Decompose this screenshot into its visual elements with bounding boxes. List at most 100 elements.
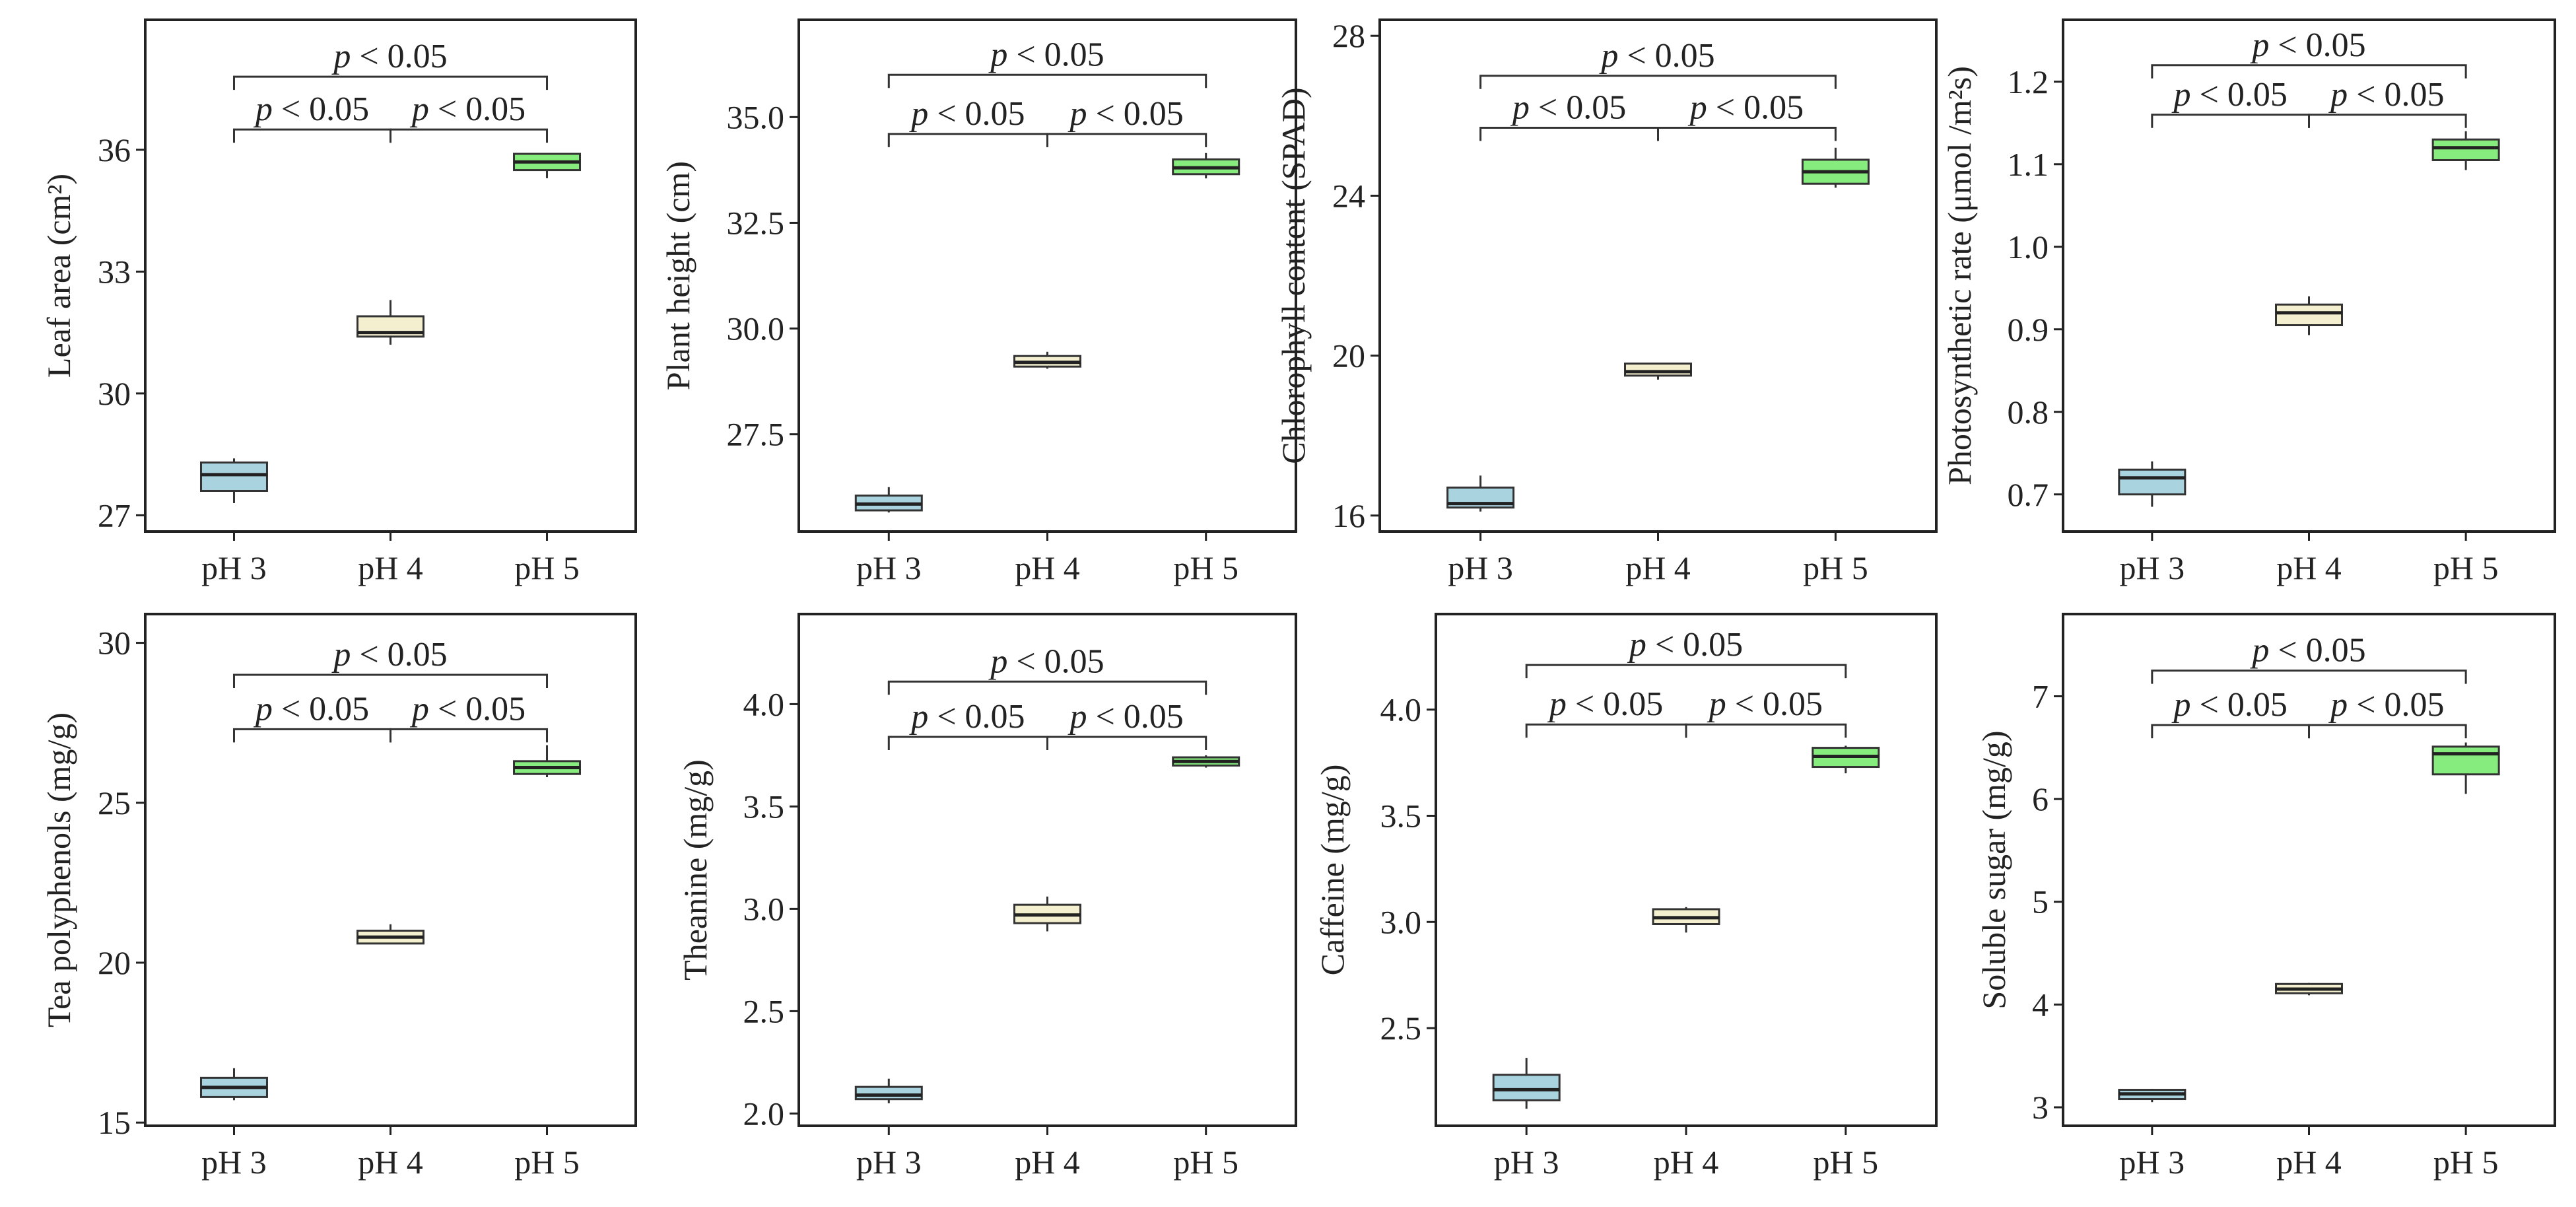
y-tick-label: 20 xyxy=(98,944,131,981)
significance-bracket xyxy=(887,680,1207,695)
y-tick-label: 1.2 xyxy=(2008,63,2049,100)
x-tick-label: pH 5 xyxy=(2433,549,2499,586)
significance-bracket xyxy=(1685,723,1847,738)
significance-bracket xyxy=(1479,75,1837,89)
significance-bracket xyxy=(390,128,549,143)
box-ph3 xyxy=(199,461,268,492)
significance-bracket xyxy=(232,128,391,143)
significance-bracket xyxy=(1525,723,1687,738)
y-tick-label: 3.5 xyxy=(743,788,785,825)
y-tick-label: 30 xyxy=(98,625,131,662)
significance-bracket xyxy=(1525,664,1847,679)
y-tick-label: 1.0 xyxy=(2008,228,2049,265)
x-tick-label: pH 3 xyxy=(1494,1144,1559,1181)
significance-bracket xyxy=(2151,670,2467,684)
y-tick-label: 3 xyxy=(2032,1089,2049,1126)
y-tick-label: 27 xyxy=(98,497,131,534)
x-tick-label: pH 5 xyxy=(1173,549,1238,586)
y-tick-label: 2.0 xyxy=(743,1095,785,1132)
y-tick-label: 33 xyxy=(98,253,131,290)
y-tick-label: 2.5 xyxy=(1380,1010,1422,1047)
panel-frame xyxy=(144,18,637,533)
x-tick-label: pH 4 xyxy=(1015,549,1080,586)
y-tick-label: 25 xyxy=(98,784,131,821)
significance-bracket xyxy=(2151,114,2310,128)
box-ph4 xyxy=(2275,303,2343,326)
significance-label: p < 0.05 xyxy=(2171,76,2288,114)
significance-bracket xyxy=(390,728,549,743)
significance-label: p < 0.05 xyxy=(253,90,369,128)
significance-bracket xyxy=(1479,126,1659,141)
x-tick-label: pH 5 xyxy=(1803,549,1868,586)
significance-bracket xyxy=(2308,114,2467,128)
y-tick-label: 20 xyxy=(1332,337,1365,374)
box-ph3 xyxy=(1492,1074,1561,1101)
significance-label: p < 0.05 xyxy=(331,38,447,75)
panel-8: 3 4 5 6 7 p < 0.05 p < 0.05 p < 0.05 pH 3 pH 4 pH … xyxy=(1975,613,2556,1181)
significance-label: p < 0.05 xyxy=(2171,686,2288,724)
significance-bracket xyxy=(2151,64,2467,79)
significance-bracket xyxy=(887,736,1048,750)
panel-frame xyxy=(797,613,1297,1127)
x-tick-label: pH 3 xyxy=(201,549,267,586)
x-tick-label: pH 4 xyxy=(1015,1144,1080,1181)
significance-label: p < 0.05 xyxy=(988,36,1104,73)
panel-7: 2.5 3.0 3.5 4.0 p < 0.05 p < 0.05 p < 0.05 pH 3… xyxy=(1314,613,1938,1181)
significance-label: p < 0.05 xyxy=(331,636,447,673)
x-tick-label: pH 5 xyxy=(2433,1144,2499,1181)
panel-3: 16 20 24 28 p < 0.05 p < 0.05 p < 0.05 pH 3 pH 4… xyxy=(1275,17,1938,586)
panel-5: 15 20 25 30 p < 0.05 p < 0.05 p < 0.05 pH 3 pH 4… xyxy=(40,613,637,1181)
significance-bracket xyxy=(1657,126,1837,141)
significance-bracket xyxy=(232,75,549,90)
y-tick-label: 27.5 xyxy=(727,416,785,453)
x-tick-label: pH 5 xyxy=(1813,1144,1878,1181)
y-tick-label: 0.9 xyxy=(2008,311,2049,348)
x-tick-label: pH 3 xyxy=(2120,1144,2185,1181)
y-tick-label: 35.0 xyxy=(727,98,785,135)
significance-label: p < 0.05 xyxy=(1067,95,1183,133)
x-tick-label: pH 3 xyxy=(856,1144,922,1181)
y-axis-title: Caffeine (mg/g) xyxy=(1314,765,1351,976)
y-tick-label: 36 xyxy=(98,131,131,168)
box-ph3 xyxy=(2118,468,2186,496)
y-tick-label: 0.8 xyxy=(2008,394,2049,431)
y-tick-label: 3.5 xyxy=(1380,797,1422,834)
x-tick-label: pH 4 xyxy=(358,549,423,586)
x-tick-label: pH 5 xyxy=(514,549,580,586)
y-axis-title: Leaf area (cm²) xyxy=(40,174,77,378)
y-axis-title: Photosynthetic rate (μmol /m²s) xyxy=(1941,66,1978,485)
panel-4: 0.7 0.8 0.9 1.0 1.1 1.2 p < 0.05 p < 0.05 p < 0.… xyxy=(1941,18,2556,586)
significance-label: p < 0.05 xyxy=(1547,685,1663,723)
y-tick-label: 24 xyxy=(1332,177,1365,214)
y-tick-label: 16 xyxy=(1332,497,1365,534)
significance-bracket xyxy=(887,133,1048,147)
significance-bracket xyxy=(2151,724,2310,739)
x-tick-label: pH 4 xyxy=(358,1144,423,1181)
y-axis-title: Chlorophyll content (SPAD) xyxy=(1275,87,1312,464)
y-tick-label: 4.0 xyxy=(743,685,785,722)
y-tick-label: 30 xyxy=(98,375,131,412)
significance-label: p < 0.05 xyxy=(2249,632,2365,670)
y-tick-label: 5 xyxy=(2032,883,2049,920)
significance-label: p < 0.05 xyxy=(1707,685,1823,723)
panel-frame xyxy=(144,613,637,1127)
x-tick-label: pH 3 xyxy=(856,549,922,586)
significance-label: p < 0.05 xyxy=(2328,686,2444,724)
significance-label: p < 0.05 xyxy=(1687,88,1804,126)
significance-label: p < 0.05 xyxy=(2328,76,2444,114)
significance-bracket xyxy=(887,73,1207,88)
y-tick-label: 1.1 xyxy=(2008,146,2049,183)
y-tick-label: 3.0 xyxy=(743,890,785,927)
y-tick-label: 0.7 xyxy=(2008,476,2049,513)
y-axis-title: Tea polyphenols (mg/g) xyxy=(40,712,77,1027)
y-tick-label: 7 xyxy=(2032,677,2049,714)
panel-frame xyxy=(1378,18,1938,533)
panel-6: 2.0 2.5 3.0 3.5 4.0 p < 0.05 p < 0.05 p < 0.05 p… xyxy=(677,613,1297,1181)
significance-bracket xyxy=(232,673,549,689)
x-tick-label: pH 5 xyxy=(514,1144,580,1181)
significance-label: p < 0.05 xyxy=(988,642,1104,680)
significance-label: p < 0.05 xyxy=(1598,37,1714,75)
y-tick-label: 30.0 xyxy=(727,310,785,347)
y-tick-label: 32.5 xyxy=(727,204,785,241)
